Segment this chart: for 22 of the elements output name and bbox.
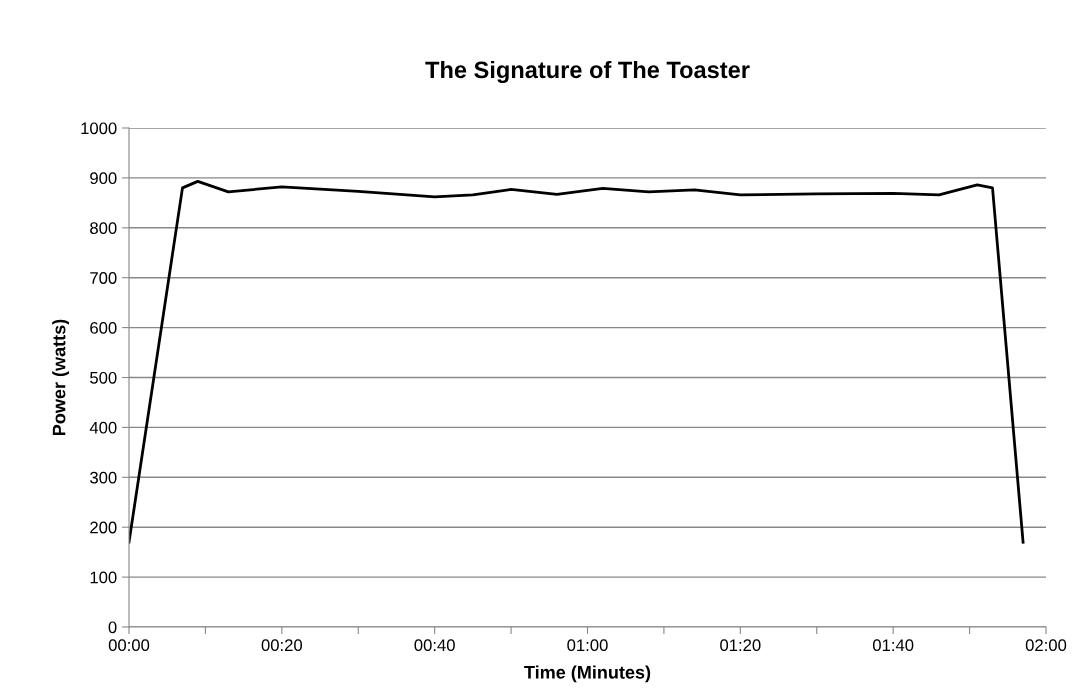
line-series	[129, 180, 1025, 544]
chart-title: The Signature of The Toaster	[425, 60, 750, 83]
y-tick-label: 800	[90, 222, 117, 234]
y-tick-label: 700	[90, 272, 117, 284]
y-axis-title: Power (watts)	[52, 319, 70, 435]
y-tick-label: 400	[89, 421, 117, 434]
x-tick-label: 01:40	[872, 639, 914, 652]
x-tick-label: 02:00	[1025, 639, 1067, 652]
y-tick-label: 600	[90, 322, 117, 334]
y-tick-label: 200	[90, 521, 117, 534]
x-tick-label: 00:00	[108, 639, 150, 652]
y-tick-label: 1000	[81, 122, 117, 135]
x-tick-label: 01:20	[720, 639, 761, 652]
y-tick-label: 300	[90, 471, 117, 484]
x-tick-label: 00:20	[261, 639, 303, 652]
y-tick-label: 0	[108, 621, 117, 634]
y-tick-label: 500	[90, 371, 117, 384]
y-tick-label: 900	[90, 172, 117, 185]
x-axis-title: Time (Minutes)	[524, 665, 651, 683]
x-tick-label: 00:40	[414, 639, 455, 652]
y-tick-label: 100	[90, 571, 117, 584]
x-tick-label: 01:00	[567, 639, 608, 652]
